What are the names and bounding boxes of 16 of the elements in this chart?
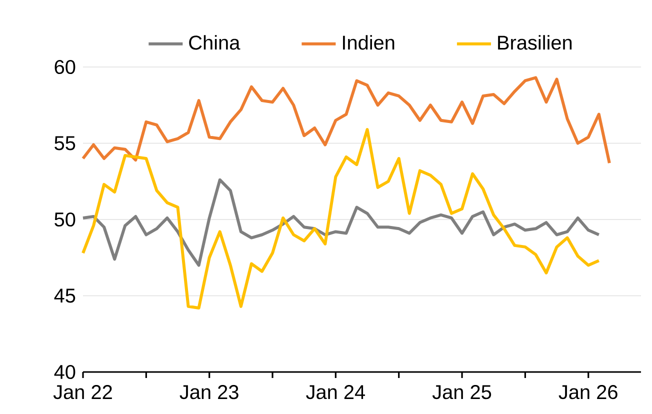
legend-label: China (189, 35, 240, 50)
x-tick-label: Jan 26 (558, 385, 618, 400)
legend-label: Brasilien (498, 35, 572, 50)
x-tick-label: Jan 22 (53, 385, 112, 400)
line-series (82, 128, 600, 310)
x-tick-label: Jan 23 (180, 385, 238, 400)
y-tick-label: 50 (54, 212, 76, 227)
x-tick-label: Jan 25 (432, 385, 492, 400)
y-tick-label: 40 (54, 364, 76, 380)
y-tick-label: 60 (54, 60, 76, 74)
y-tick-label: 45 (54, 288, 76, 303)
line-series (82, 178, 600, 267)
y-tick-label: 55 (54, 136, 76, 150)
line-series (82, 76, 611, 165)
x-tick-label: Jan 24 (306, 385, 365, 400)
legend-label: Indien (343, 35, 394, 50)
